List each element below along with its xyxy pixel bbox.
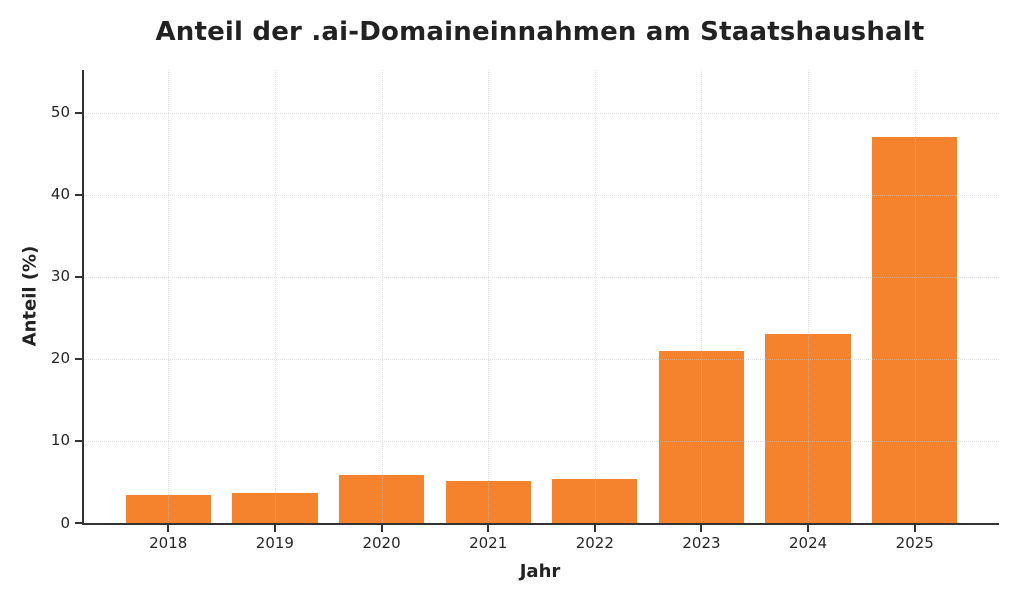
gridline-vertical xyxy=(168,70,170,523)
x-tick-mark xyxy=(487,525,490,532)
x-tick-mark xyxy=(593,525,596,532)
gridline-horizontal xyxy=(84,112,999,114)
x-tick-label: 2025 xyxy=(895,534,934,552)
x-axis-label: Jahr xyxy=(519,561,561,582)
y-tick-mark xyxy=(75,357,82,360)
gridline-vertical xyxy=(701,70,703,523)
x-tick-label: 2018 xyxy=(149,534,188,552)
y-tick-mark xyxy=(75,522,82,524)
gridline-vertical xyxy=(488,70,490,523)
x-tick-mark xyxy=(273,525,276,532)
gridline-horizontal xyxy=(84,276,999,278)
bar xyxy=(232,492,318,523)
y-tick-mark xyxy=(75,439,82,442)
x-tick-mark xyxy=(167,525,170,532)
y-tick-label: 30 xyxy=(50,267,70,286)
gridline-horizontal xyxy=(84,194,999,196)
gridline-vertical xyxy=(808,70,810,523)
gridline-vertical xyxy=(914,70,916,523)
gridline-horizontal xyxy=(84,358,999,360)
chart-title: Anteil der .ai-Domaineinnahmen am Staats… xyxy=(155,17,925,47)
x-tick-label: 2023 xyxy=(682,534,721,552)
y-tick-mark xyxy=(75,275,82,278)
y-tick-mark xyxy=(75,193,82,196)
y-tick-label: 40 xyxy=(50,185,70,204)
y-tick-label: 20 xyxy=(50,349,70,368)
x-tick-mark xyxy=(700,525,703,532)
y-axis-label: Anteil (%) xyxy=(19,245,41,347)
x-tick-mark xyxy=(380,525,383,532)
gridline-vertical xyxy=(381,70,383,523)
x-tick-label: 2024 xyxy=(789,534,828,552)
x-tick-label: 2021 xyxy=(469,534,508,552)
gridline-vertical xyxy=(274,70,276,523)
x-tick-label: 2019 xyxy=(255,534,294,552)
gridline-horizontal xyxy=(84,440,999,442)
gridline-vertical xyxy=(594,70,596,523)
y-tick-label: 0 xyxy=(60,513,70,532)
y-tick-label: 50 xyxy=(50,103,70,122)
y-tick-mark xyxy=(75,111,82,114)
x-tick-label: 2020 xyxy=(362,534,401,552)
x-tick-label: 2022 xyxy=(575,534,614,552)
x-tick-mark xyxy=(913,525,916,532)
x-tick-mark xyxy=(807,525,810,532)
plot-area: 0 10 20 30 40 50 2018 2019 2020 2021 2022 2023 2024 2… xyxy=(51,70,999,551)
y-tick-label: 10 xyxy=(50,431,70,450)
